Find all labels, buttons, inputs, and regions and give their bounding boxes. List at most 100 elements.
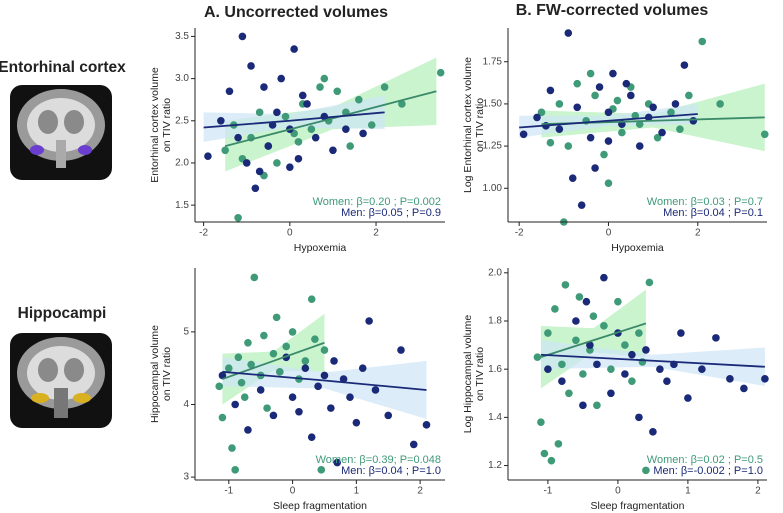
- point: [760, 130, 769, 139]
- y-tick-label: 4: [183, 399, 189, 410]
- point: [255, 167, 264, 176]
- confidence-band: [540, 340, 765, 387]
- point: [333, 87, 342, 96]
- point: [333, 458, 342, 467]
- x-tick-label: 0: [290, 486, 296, 497]
- y-axis-label: on TIV ratio: [474, 347, 486, 401]
- point: [422, 421, 431, 429]
- point: [365, 317, 373, 325]
- point: [555, 100, 564, 108]
- x-tick-label: 2: [417, 486, 423, 497]
- point: [677, 329, 685, 337]
- point: [540, 449, 549, 458]
- point: [288, 328, 297, 336]
- point: [561, 281, 570, 289]
- point: [564, 29, 573, 37]
- point: [586, 69, 595, 78]
- point: [604, 108, 613, 117]
- brain-image: [10, 85, 112, 180]
- point: [204, 152, 212, 161]
- point: [295, 407, 303, 416]
- column-title: A. Uncorrected volumes: [204, 4, 388, 21]
- point: [554, 440, 563, 448]
- stat-annotation: Men: β=0.04 ; P=1.0: [341, 465, 441, 477]
- point: [544, 365, 552, 373]
- point: [250, 273, 259, 282]
- row-title: Entorhinal cortex: [0, 59, 126, 76]
- point: [533, 113, 541, 122]
- point: [689, 116, 698, 125]
- point: [558, 377, 566, 386]
- point: [645, 278, 654, 287]
- panel: 3 4 5 -1 0 1 2 Sleep fragmentation Hippocampal v…: [149, 268, 445, 512]
- point: [307, 125, 316, 134]
- y-axis-label: on TIV ratio: [161, 347, 173, 401]
- x-tick-label: -2: [199, 228, 208, 239]
- point: [600, 150, 608, 159]
- point: [240, 393, 249, 402]
- point: [589, 312, 598, 320]
- point: [367, 121, 376, 129]
- point: [761, 375, 769, 383]
- point: [301, 357, 310, 365]
- point: [649, 428, 657, 436]
- point: [314, 382, 322, 391]
- point: [604, 179, 613, 187]
- y-tick-label: 5: [183, 327, 189, 338]
- point: [600, 273, 608, 282]
- point: [558, 360, 566, 369]
- x-tick-label: -2: [515, 228, 524, 239]
- point: [627, 91, 635, 100]
- point: [346, 142, 354, 150]
- point: [269, 349, 278, 358]
- point: [218, 413, 227, 422]
- y-tick-label: 1.8: [488, 316, 502, 327]
- point: [716, 100, 724, 108]
- fit-line: [222, 370, 427, 391]
- point: [572, 336, 580, 345]
- point: [358, 364, 367, 372]
- point: [622, 79, 631, 88]
- x-tick-label: 2: [695, 228, 701, 239]
- y-tick-label: 3: [183, 472, 189, 483]
- point: [320, 74, 329, 83]
- point: [593, 401, 601, 410]
- y-tick-label: 3.5: [175, 31, 189, 42]
- y-axis-label: Log Hippocampal volume: [462, 315, 474, 434]
- point: [609, 69, 617, 78]
- point: [586, 341, 594, 349]
- x-tick-label: 1: [354, 486, 360, 497]
- point: [642, 346, 650, 354]
- point: [533, 353, 542, 361]
- confidence-band: [222, 357, 427, 420]
- point: [282, 342, 290, 351]
- point: [251, 184, 260, 193]
- point: [234, 213, 242, 222]
- point: [635, 142, 644, 150]
- point: [290, 45, 298, 53]
- point: [231, 466, 239, 474]
- point: [247, 360, 255, 369]
- stat-annotation: Women: β=0.02 ; P=0.5: [647, 454, 763, 466]
- point: [272, 313, 281, 322]
- point: [329, 146, 337, 155]
- point: [586, 133, 595, 142]
- point: [242, 159, 251, 167]
- point: [564, 142, 573, 150]
- point: [642, 466, 650, 475]
- point: [635, 413, 643, 422]
- y-tick-label: 2.5: [175, 115, 189, 126]
- y-tick-label: 1.25: [483, 141, 503, 152]
- fit-line: [519, 113, 698, 129]
- stat-annotation: Women: β=0.03 ; P=0.7: [647, 196, 763, 208]
- point: [327, 404, 335, 412]
- point: [273, 108, 281, 117]
- point: [294, 138, 303, 146]
- point: [244, 338, 252, 347]
- x-tick-label: -1: [224, 486, 233, 497]
- point: [628, 377, 636, 386]
- point: [277, 74, 286, 83]
- point: [613, 96, 622, 105]
- y-tick-label: 2.0: [488, 267, 502, 278]
- point: [339, 375, 348, 383]
